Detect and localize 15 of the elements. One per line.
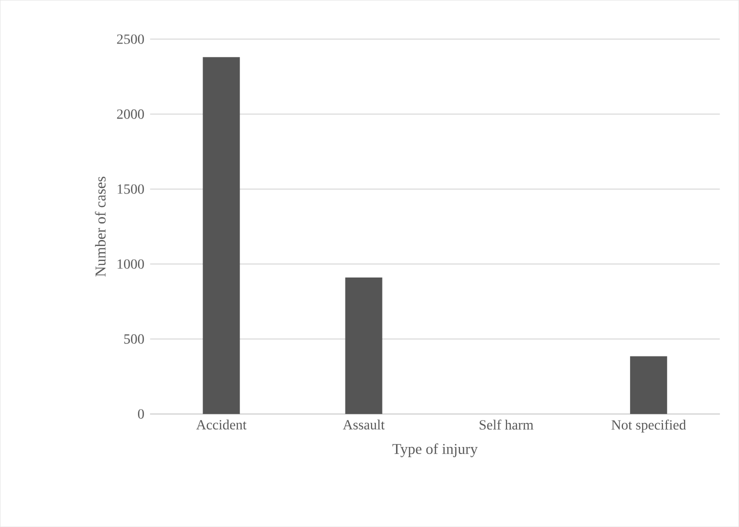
x-axis-title: Type of injury bbox=[392, 443, 478, 458]
x-tick-label: Assault bbox=[342, 420, 385, 430]
bar bbox=[630, 356, 668, 414]
bar bbox=[202, 57, 240, 414]
y-tick-label: 2000 bbox=[117, 109, 144, 119]
y-tick-label: 2500 bbox=[117, 34, 144, 44]
y-tick-label: 0 bbox=[138, 409, 144, 419]
y-axis-title: Number of cases bbox=[94, 176, 106, 276]
x-tick-label: Self harm bbox=[480, 420, 534, 430]
y-tick-label: 500 bbox=[124, 334, 144, 344]
x-tick-label: Accident bbox=[196, 420, 247, 430]
x-tick-label: Not specified bbox=[612, 420, 686, 432]
y-tick-label: 1000 bbox=[118, 259, 144, 269]
bar bbox=[345, 278, 382, 414]
y-tick-label: 1500 bbox=[118, 184, 144, 194]
